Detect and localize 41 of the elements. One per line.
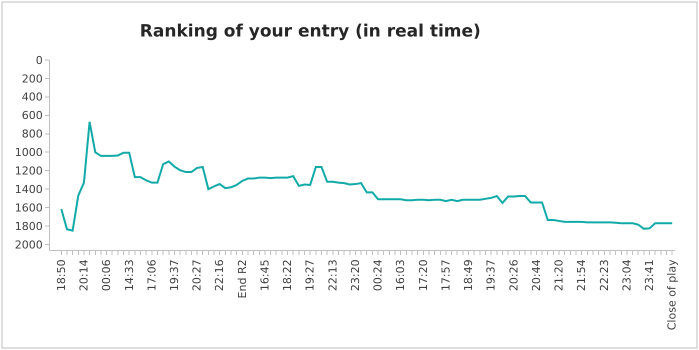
x-tick-label: 21:20 [552, 259, 566, 292]
x-tick-label: 22:16 [213, 259, 226, 292]
x-tick-label: 00:06 [100, 259, 114, 292]
x-tick-label: 00:24 [372, 259, 385, 292]
chart-title: Ranking of your entry (in real time) [140, 21, 481, 42]
line-series [60, 120, 674, 232]
y-tick-label: 600 [22, 109, 43, 122]
x-tick-label: 22:13 [326, 259, 340, 292]
x-tick-label: 23:04 [620, 259, 634, 292]
x-tick-label: Close of play [666, 258, 679, 330]
y-tick-label: 1400 [14, 182, 43, 196]
x-tick-label: 20:14 [78, 259, 91, 292]
x-tick-label: 19:37 [168, 259, 182, 292]
y-tick-label: 1000 [14, 146, 43, 160]
y-tick-label: 1200 [14, 164, 43, 178]
x-tick-label: 18:22 [281, 259, 294, 292]
y-tick-label: 200 [22, 72, 43, 86]
y-tick-label: 0 [36, 54, 43, 67]
x-tick-label: 17:20 [416, 259, 430, 292]
x-tick-label: 21:54 [575, 259, 588, 292]
x-tick-label: 20:27 [190, 259, 204, 292]
x-tick-label: 16:03 [394, 259, 408, 292]
y-tick-label: 1800 [14, 220, 43, 233]
x-tick-label: 18:49 [462, 259, 476, 292]
y-tick-label: 1600 [14, 201, 43, 214]
x-tick-label: 16:45 [258, 259, 272, 292]
x-tick-label: 19:37 [484, 259, 498, 292]
x-tick-label: 18:50 [54, 259, 68, 292]
x-tick-label: 20:26 [507, 259, 520, 292]
x-tick-label: 22:23 [598, 259, 611, 292]
x-tick-label: 20:44 [530, 259, 544, 292]
y-tick-label: 400 [22, 90, 43, 104]
y-tick-label: 800 [22, 128, 43, 141]
x-tick-label: 17:06 [145, 259, 158, 292]
x-tick-label: 23:41 [643, 259, 656, 292]
x-tick-label: 19:27 [304, 259, 317, 292]
x-tick-label: 23:20 [349, 259, 362, 292]
x-tick-label: 14:33 [122, 259, 136, 292]
y-tick-label: 2000 [14, 238, 43, 252]
x-tick-label: 17:57 [440, 259, 453, 292]
x-tick-label: End R2 [236, 259, 249, 298]
